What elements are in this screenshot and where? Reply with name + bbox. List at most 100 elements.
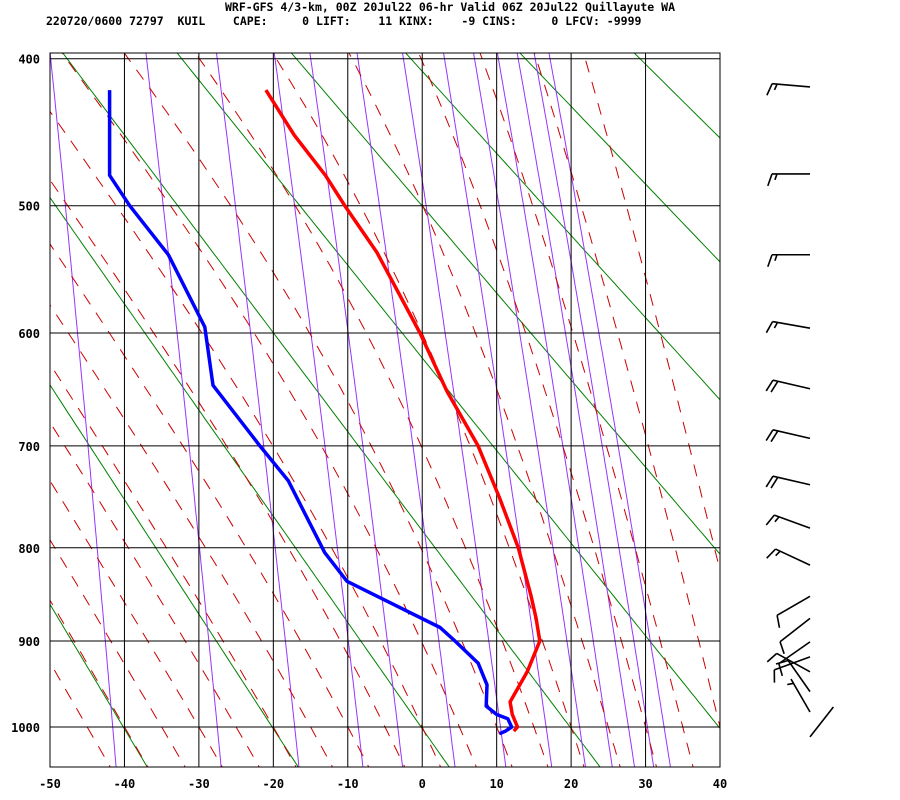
temperature-tick-label: 10 xyxy=(489,777,503,791)
mixing-ratio-line xyxy=(473,53,587,767)
moist-adiabat xyxy=(50,179,406,767)
wind-barb xyxy=(767,253,810,268)
barb-staff xyxy=(779,617,811,643)
moist-adiabat xyxy=(50,599,149,767)
barb-feather xyxy=(765,379,774,392)
barb-feather xyxy=(770,380,779,393)
chart-title: WRF-GFS 4/3-km, 00Z 20Jul22 06-hr Valid … xyxy=(225,0,675,14)
wind-barb xyxy=(767,173,810,187)
barb-feather xyxy=(770,476,779,489)
mixing-ratio-line xyxy=(548,53,671,767)
temperature-tick-label: 0 xyxy=(419,777,426,791)
temperature-tick-label: 30 xyxy=(638,777,652,791)
wind-barb xyxy=(775,659,811,693)
wind-barb xyxy=(787,678,811,713)
wind-barb xyxy=(778,641,811,677)
dry-adiabat xyxy=(0,43,1,776)
barb-staff xyxy=(772,82,811,88)
pressure-tick-label: 1000 xyxy=(11,721,40,735)
mixing-ratio-line xyxy=(273,53,364,767)
dry-adiabat xyxy=(738,43,900,776)
barb-feather xyxy=(766,548,777,559)
axis-ticks: 400 500 600 700 800 900 1000 -50 -40 -30 -20 -10 0 10… xyxy=(11,53,727,791)
wind-barb xyxy=(765,429,811,443)
pressure-tick-label: 600 xyxy=(18,327,40,341)
moist-adiabat xyxy=(50,110,442,767)
barb-feather xyxy=(774,516,780,523)
moist-adiabat xyxy=(50,363,297,767)
moist-adiabat xyxy=(50,661,111,767)
barb-feather xyxy=(766,652,778,663)
moist-adiabat xyxy=(50,304,334,767)
barb-staff xyxy=(774,656,811,671)
wind-barb xyxy=(766,548,811,566)
moist-adiabat xyxy=(533,53,720,730)
dry-adiabat xyxy=(851,43,900,776)
moist-adiabat xyxy=(50,243,370,767)
mixing-ratio-line xyxy=(516,53,636,767)
moist-adiabat xyxy=(479,53,694,767)
dry-adiabat xyxy=(176,53,720,730)
barb-feather xyxy=(779,641,785,655)
barb-staff xyxy=(772,320,811,329)
barb-staff xyxy=(790,678,811,713)
barb-staff xyxy=(776,595,811,616)
barb-staff xyxy=(809,706,835,738)
moist-adiabat xyxy=(418,53,658,767)
barb-staff xyxy=(776,652,811,673)
wind-barb xyxy=(765,320,811,334)
temperature-tick-label: 20 xyxy=(564,777,578,791)
dry-adiabat xyxy=(50,196,450,767)
temperature-tick-label: -30 xyxy=(188,777,210,791)
mixing-ratio-line xyxy=(402,53,507,767)
barb-feather xyxy=(770,430,779,443)
pressure-tick-label: 500 xyxy=(18,200,40,214)
wind-barb xyxy=(766,82,811,96)
barb-feather xyxy=(775,659,789,665)
temperature-tick-label: -40 xyxy=(114,777,136,791)
moist-adiabat xyxy=(583,53,720,573)
barb-feather xyxy=(766,83,773,96)
dewpoint-profile xyxy=(107,90,514,736)
temperature-tick-label: -20 xyxy=(262,777,284,791)
barb-feather xyxy=(787,682,794,686)
barb-staff xyxy=(772,475,811,486)
barb-feather xyxy=(774,254,778,262)
barb-feather xyxy=(773,322,779,329)
dry-adiabat xyxy=(633,53,720,139)
barb-feather xyxy=(765,475,774,488)
mixing-ratio-line xyxy=(496,53,613,767)
mixing-ratio-line xyxy=(145,53,222,767)
moist-adiabat xyxy=(348,53,621,767)
wind-barb xyxy=(809,706,835,738)
moist-adiabat xyxy=(50,538,186,767)
temperature-tick-label: -10 xyxy=(337,777,359,791)
barb-staff xyxy=(787,660,811,693)
barb-feather xyxy=(778,663,784,677)
wind-barb xyxy=(779,617,811,655)
wind-barb xyxy=(766,652,811,673)
barb-feather xyxy=(765,321,774,334)
barb-feather xyxy=(765,514,775,526)
barb-feather xyxy=(775,550,781,557)
pressure-tick-label: 400 xyxy=(18,53,40,67)
mixing-ratio-line xyxy=(215,53,300,767)
mixing-ratio-line xyxy=(356,53,456,767)
profiles xyxy=(107,89,542,736)
plot-frame xyxy=(49,52,721,768)
barb-feather xyxy=(776,615,781,628)
dry-adiabat xyxy=(62,53,601,767)
wind-barb xyxy=(765,514,811,529)
moist-adiabat xyxy=(194,53,549,767)
temperature-tick-label: 40 xyxy=(713,777,727,791)
pressure-tick-label: 800 xyxy=(18,542,40,556)
barb-staff xyxy=(778,641,811,665)
barb-staff xyxy=(772,429,811,440)
grid xyxy=(49,52,721,768)
moist-adiabat xyxy=(50,421,260,767)
barb-feather xyxy=(773,83,778,91)
moist-adiabat xyxy=(50,479,223,767)
moist-adiabat xyxy=(123,53,513,767)
barb-staff xyxy=(774,514,811,529)
